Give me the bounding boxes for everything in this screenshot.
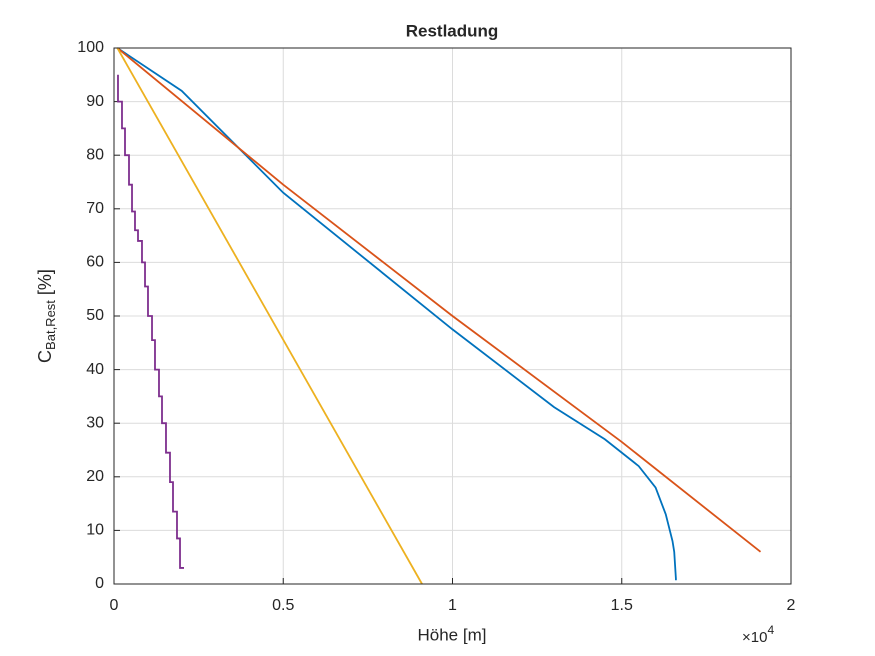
x-multiplier: ×104 xyxy=(742,623,774,646)
y-axis-label: CBat,Rest [%] xyxy=(35,269,59,363)
x-multiplier-exponent: 4 xyxy=(767,623,774,637)
y-tick-label: 30 xyxy=(86,414,104,431)
y-tick-label: 10 xyxy=(86,522,104,539)
x-multiplier-base: ×10 xyxy=(742,629,767,646)
y-label-unit: [%] xyxy=(35,269,55,300)
x-tick-label: 1 xyxy=(448,597,457,614)
y-tick-label: 80 xyxy=(86,146,104,163)
y-tick-label: 60 xyxy=(86,254,104,271)
y-tick-label: 0 xyxy=(95,575,104,592)
y-label-subscript: Bat,Rest xyxy=(43,300,58,350)
x-tick-label: 2 xyxy=(787,597,796,614)
y-label-main: C xyxy=(35,350,55,363)
x-tick-label: 0.5 xyxy=(272,597,294,614)
data-line xyxy=(116,47,423,585)
data-line xyxy=(116,47,762,553)
axes-box xyxy=(113,47,792,585)
y-tick-label: 70 xyxy=(86,200,104,217)
chart-title: Restladung xyxy=(406,21,499,40)
y-tick-label: 20 xyxy=(86,468,104,485)
plot-lines xyxy=(116,47,762,585)
data-line xyxy=(117,74,184,569)
x-axis-label: Höhe [m] xyxy=(418,625,487,644)
x-tick-label: 1.5 xyxy=(611,597,633,614)
y-tick-label: 40 xyxy=(86,361,104,378)
y-tick-label: 50 xyxy=(86,307,104,324)
data-line xyxy=(116,47,677,581)
y-tick-label: 90 xyxy=(86,93,104,110)
y-tick-label: 100 xyxy=(77,39,104,56)
x-tick-label: 0 xyxy=(110,597,119,614)
